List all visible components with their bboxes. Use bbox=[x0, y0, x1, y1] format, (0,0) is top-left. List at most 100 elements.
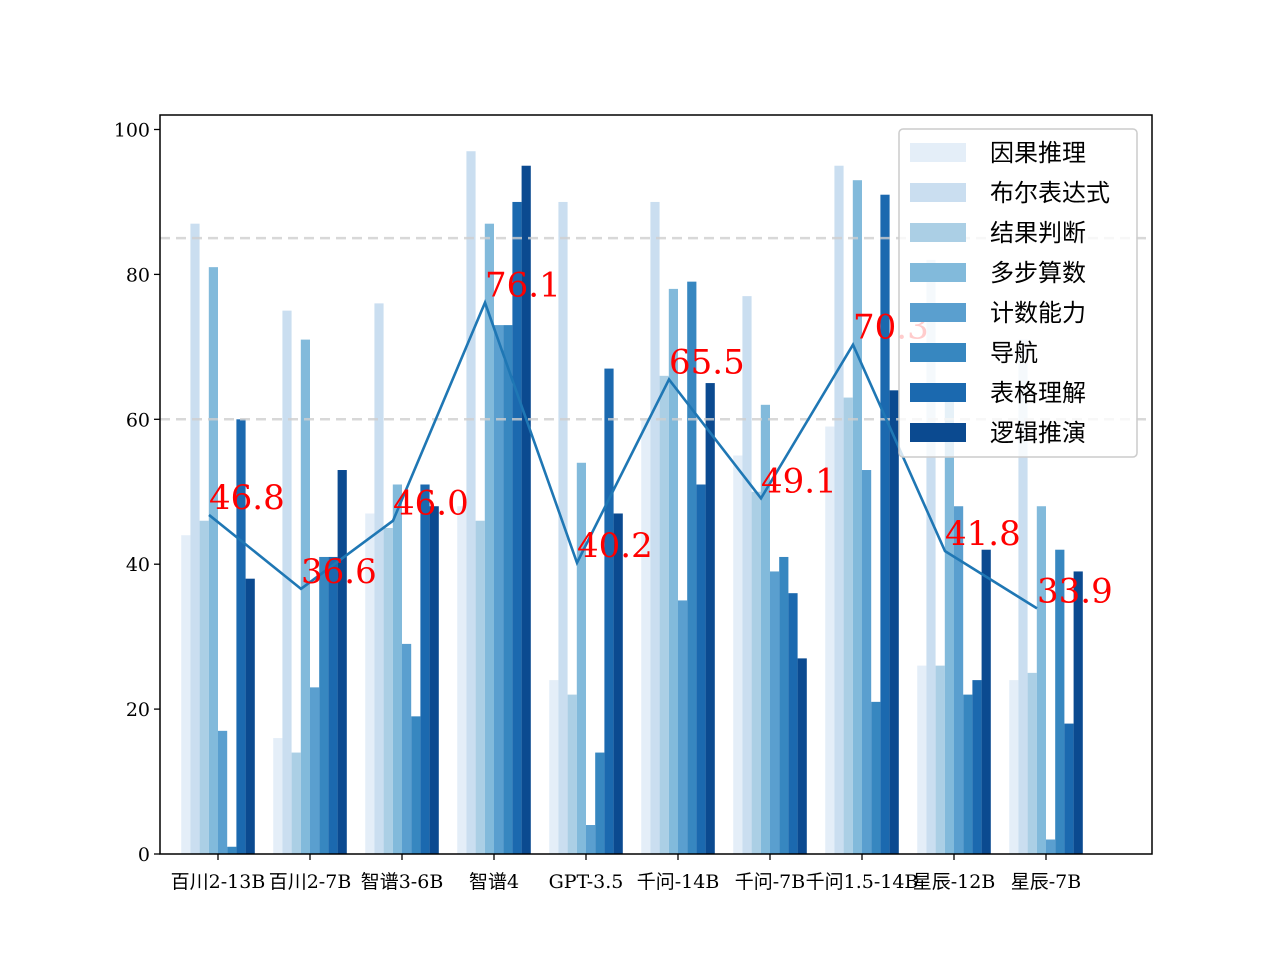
bar bbox=[503, 325, 513, 854]
bar bbox=[328, 556, 338, 854]
bar bbox=[852, 180, 862, 855]
bar bbox=[1046, 839, 1056, 854]
bar bbox=[567, 694, 577, 854]
bar bbox=[944, 397, 954, 854]
bar bbox=[512, 201, 522, 854]
bar bbox=[411, 716, 421, 854]
bar bbox=[291, 752, 301, 854]
bar bbox=[760, 404, 770, 854]
bar bbox=[273, 738, 283, 854]
bar bbox=[576, 462, 586, 854]
bar bbox=[190, 223, 200, 854]
bar bbox=[770, 571, 780, 854]
bar bbox=[678, 600, 688, 854]
legend-label: 导航 bbox=[990, 339, 1038, 367]
bar bbox=[227, 846, 237, 854]
reference-line-layer bbox=[160, 236, 1152, 421]
bar bbox=[392, 484, 402, 854]
bar bbox=[650, 201, 660, 854]
bar bbox=[420, 484, 430, 854]
bar bbox=[310, 687, 320, 854]
bar bbox=[834, 165, 844, 855]
bar bbox=[595, 752, 605, 854]
legend-swatch bbox=[910, 423, 966, 442]
bar bbox=[199, 520, 209, 854]
legend-swatch bbox=[910, 383, 966, 402]
x-tick-label: 星辰-7B bbox=[1011, 871, 1081, 893]
x-tick-label: 千问-14B bbox=[637, 871, 720, 893]
legend-swatch bbox=[910, 263, 966, 282]
x-tick-label: 百川2-13B bbox=[171, 871, 266, 893]
bar bbox=[1055, 549, 1065, 854]
bar bbox=[742, 296, 752, 854]
legend-label: 多步算数 bbox=[990, 259, 1086, 287]
bar bbox=[549, 680, 559, 854]
y-tick-label: 60 bbox=[126, 409, 150, 431]
x-tick-label: GPT-3.5 bbox=[549, 871, 624, 893]
bar bbox=[705, 383, 715, 854]
average-value-label: 33.9 bbox=[1037, 571, 1113, 611]
legend-swatch bbox=[910, 343, 966, 362]
bar bbox=[218, 730, 228, 854]
bar bbox=[208, 267, 218, 854]
legend-label: 布尔表达式 bbox=[990, 179, 1110, 207]
bar bbox=[429, 506, 439, 854]
legend-swatch bbox=[910, 303, 966, 322]
average-label-layer: 46.836.646.076.140.265.549.170.341.833.9 bbox=[209, 266, 1113, 612]
legend-label: 结果判断 bbox=[990, 219, 1086, 247]
y-axis: 0 20 40 60 80 100 bbox=[114, 120, 160, 866]
bar bbox=[374, 303, 384, 854]
bar bbox=[245, 578, 255, 854]
bar bbox=[604, 368, 614, 854]
average-value-label: 65.5 bbox=[669, 342, 745, 382]
x-tick-label: 星辰-12B bbox=[913, 871, 996, 893]
x-tick-label: 千问1.5-14B bbox=[806, 871, 919, 893]
x-tick-label: 千问-7B bbox=[735, 871, 805, 893]
bar bbox=[1073, 571, 1083, 854]
bar bbox=[613, 513, 623, 854]
bar bbox=[1009, 680, 1019, 854]
bar bbox=[181, 535, 191, 854]
x-tick-label: 智谱4 bbox=[469, 871, 519, 893]
y-tick-label: 40 bbox=[126, 554, 150, 576]
bar bbox=[779, 556, 789, 854]
bar bbox=[926, 259, 936, 854]
bar bbox=[917, 665, 927, 854]
bar bbox=[954, 506, 964, 854]
x-axis: 百川2-13B 百川2-7B 智谱3-6B 智谱4 GPT-3.5 千问-14B 千问-7B… bbox=[171, 854, 1081, 893]
x-tick-label: 百川2-7B bbox=[269, 871, 352, 893]
bar bbox=[494, 325, 504, 854]
bar bbox=[383, 527, 393, 854]
bar bbox=[751, 491, 761, 854]
bar bbox=[843, 397, 853, 854]
bar bbox=[300, 339, 310, 855]
bar bbox=[659, 375, 669, 854]
bar bbox=[862, 470, 872, 854]
average-value-label: 49.1 bbox=[761, 461, 837, 501]
bar bbox=[365, 513, 375, 854]
y-tick-label: 100 bbox=[114, 120, 150, 142]
average-value-label: 36.6 bbox=[301, 552, 377, 592]
legend-box bbox=[898, 128, 1138, 458]
bar bbox=[475, 520, 485, 854]
bar bbox=[484, 223, 494, 854]
bar bbox=[282, 310, 292, 854]
bar bbox=[457, 506, 467, 854]
average-value-label: 41.8 bbox=[945, 514, 1021, 554]
average-value-label: 46.0 bbox=[393, 484, 469, 524]
bar bbox=[696, 484, 706, 854]
bar bbox=[521, 165, 531, 855]
bar bbox=[319, 556, 329, 854]
bar bbox=[1018, 339, 1028, 855]
bar bbox=[880, 194, 890, 854]
bar bbox=[788, 593, 798, 854]
bar bbox=[1027, 672, 1037, 854]
average-value-label: 76.1 bbox=[485, 266, 561, 306]
y-tick-label: 0 bbox=[138, 844, 150, 866]
bar bbox=[641, 419, 651, 854]
bar bbox=[972, 680, 982, 854]
bar bbox=[687, 281, 697, 854]
bar bbox=[963, 694, 973, 854]
